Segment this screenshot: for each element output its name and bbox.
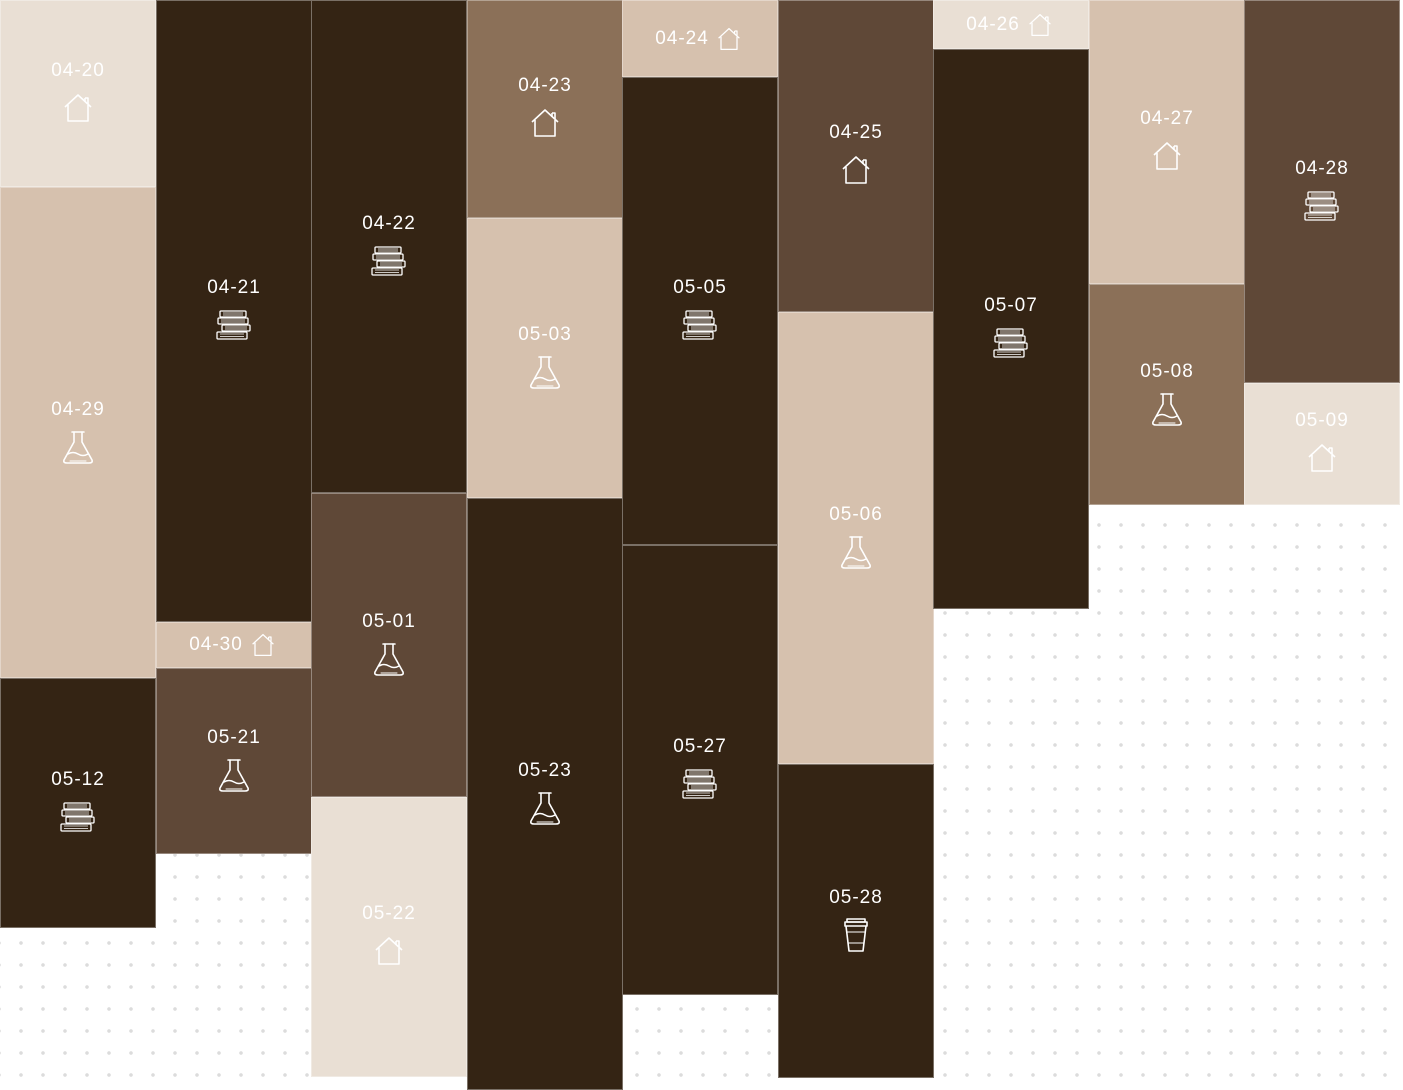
house-icon	[1147, 136, 1187, 176]
day-label: 04-24	[655, 27, 709, 49]
books-icon	[680, 305, 720, 345]
flask-icon	[58, 427, 98, 467]
house-icon	[247, 629, 279, 661]
tile-content: 04-25	[779, 122, 933, 190]
day-label: 05-27	[673, 736, 727, 757]
cup-icon	[836, 915, 876, 955]
day-tile[interactable]: 04-20	[0, 0, 156, 187]
tile-content: 05-03	[468, 324, 622, 392]
day-label: 05-22	[362, 903, 416, 924]
flask-icon	[214, 755, 254, 795]
tile-content: 05-22	[312, 903, 466, 971]
tile-content: 04-24	[623, 23, 777, 55]
day-tile[interactable]: 05-05	[622, 77, 778, 545]
books-icon	[991, 323, 1031, 363]
day-label: 05-03	[518, 324, 572, 345]
day-tile[interactable]: 05-21	[156, 668, 312, 854]
day-tile[interactable]: 04-24	[622, 0, 778, 77]
flask-icon	[369, 639, 409, 679]
day-label: 05-21	[207, 727, 261, 748]
day-label: 04-28	[1295, 157, 1349, 179]
tile-content: 05-05	[623, 277, 777, 345]
tile-content: 04-20	[1, 60, 155, 128]
tile-content: 04-22	[312, 213, 466, 281]
day-label: 04-21	[207, 277, 261, 298]
flask-icon	[525, 352, 565, 392]
tile-content: 05-06	[779, 504, 933, 572]
day-label: 04-27	[1140, 108, 1194, 129]
day-tile[interactable]: 05-22	[311, 797, 467, 1077]
day-label: 05-28	[829, 887, 883, 908]
day-tile[interactable]: 04-30	[156, 622, 312, 668]
day-tile[interactable]: 04-21	[156, 0, 312, 622]
day-label: 04-20	[51, 59, 105, 81]
day-tile[interactable]: 05-08	[1089, 284, 1245, 505]
day-tile[interactable]: 05-03	[467, 218, 623, 498]
flask-icon	[1147, 389, 1187, 429]
tile-content: 05-01	[312, 611, 466, 679]
tile-content: 04-21	[157, 277, 311, 345]
day-tile[interactable]: 05-06	[778, 312, 934, 764]
tile-content: 05-09	[1245, 410, 1399, 478]
day-tile[interactable]: 05-01	[311, 493, 467, 797]
day-tile[interactable]: 04-25	[778, 0, 934, 312]
day-label: 05-07	[984, 295, 1038, 316]
day-tile[interactable]: 05-09	[1244, 383, 1400, 505]
day-label: 05-08	[1140, 360, 1194, 382]
tile-content: 04-23	[468, 75, 622, 143]
house-icon	[836, 150, 876, 190]
house-icon	[1024, 9, 1056, 41]
day-label: 04-29	[51, 398, 105, 420]
day-label: 05-23	[518, 760, 572, 781]
tile-content: 04-29	[1, 399, 155, 467]
tile-content: 04-28	[1245, 158, 1399, 226]
day-tile[interactable]: 05-27	[622, 545, 778, 995]
tile-content: 04-30	[157, 629, 311, 661]
flask-icon	[525, 788, 565, 828]
day-label: 04-30	[189, 634, 243, 655]
day-label: 05-01	[362, 611, 416, 632]
tile-content: 05-12	[1, 769, 155, 837]
tile-content: 05-23	[468, 760, 622, 828]
day-tile[interactable]: 05-07	[933, 49, 1089, 609]
day-label: 04-26	[966, 13, 1020, 35]
flask-icon	[836, 532, 876, 572]
tile-content: 05-28	[779, 887, 933, 955]
day-tile[interactable]: 04-28	[1244, 0, 1400, 383]
day-tile[interactable]: 05-23	[467, 498, 623, 1090]
tile-content: 05-21	[157, 727, 311, 795]
books-icon	[1302, 186, 1342, 226]
day-tile[interactable]: 04-27	[1089, 0, 1245, 284]
house-icon	[1302, 438, 1342, 478]
day-tile[interactable]: 04-29	[0, 187, 156, 678]
day-label: 05-05	[673, 277, 727, 298]
house-icon	[369, 931, 409, 971]
day-label: 04-23	[518, 75, 572, 96]
day-tile[interactable]: 04-26	[933, 0, 1089, 49]
tile-content: 05-08	[1090, 361, 1244, 429]
day-tile[interactable]: 05-12	[0, 678, 156, 928]
books-icon	[214, 305, 254, 345]
day-tile[interactable]: 04-22	[311, 0, 467, 493]
day-label: 04-22	[362, 212, 416, 234]
day-label: 05-12	[51, 769, 105, 790]
day-tile[interactable]: 04-23	[467, 0, 623, 218]
books-icon	[58, 797, 98, 837]
books-icon	[369, 241, 409, 281]
books-icon	[680, 764, 720, 804]
tile-content: 05-27	[623, 736, 777, 804]
day-label: 05-09	[1295, 410, 1349, 431]
tile-content: 04-27	[1090, 108, 1244, 176]
day-tile[interactable]: 05-28	[778, 764, 934, 1078]
house-icon	[713, 23, 745, 55]
house-icon	[58, 88, 98, 128]
tile-content: 04-26	[934, 9, 1088, 41]
day-label: 05-06	[829, 504, 883, 525]
tile-content: 05-07	[934, 295, 1088, 363]
day-label: 04-25	[829, 122, 883, 143]
house-icon	[525, 103, 565, 143]
